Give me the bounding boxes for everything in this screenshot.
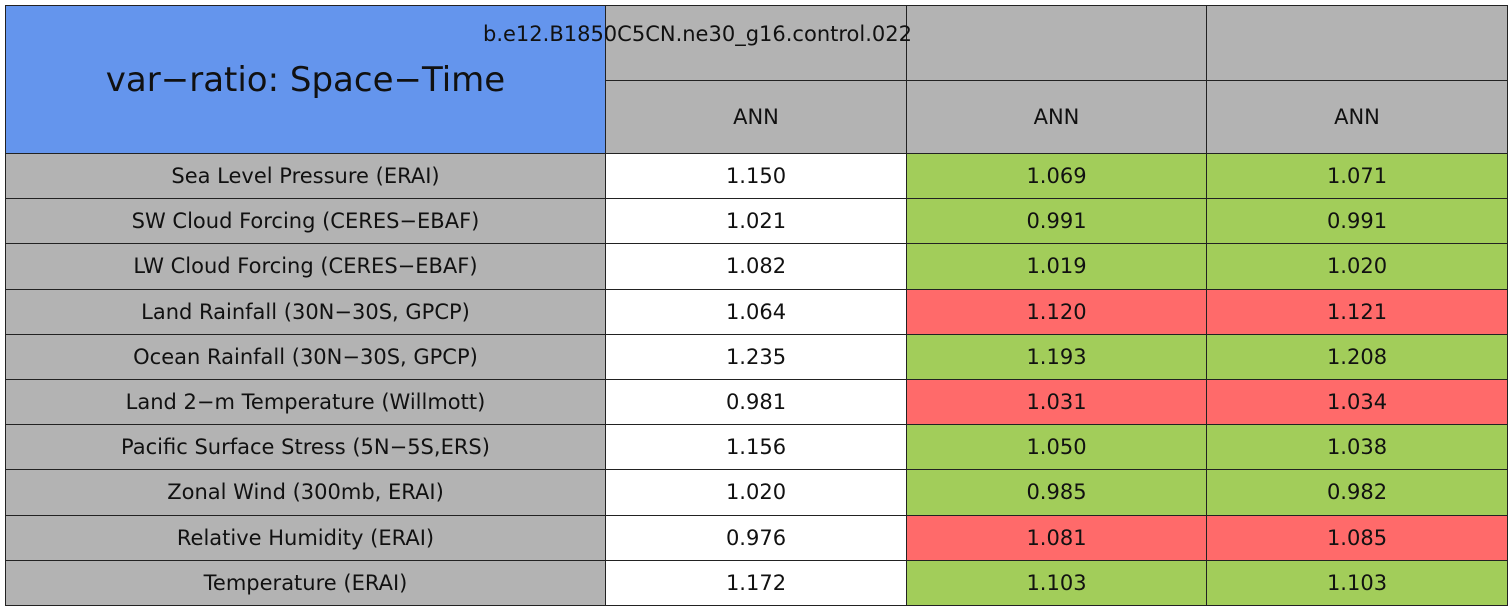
row-label: Zonal Wind (300mb, ERAI) [5,469,606,516]
value-cell: 1.103 [1206,559,1508,606]
value-cell: 1.120 [906,288,1207,335]
value-cell: 1.193 [906,333,1207,380]
value-cell: 1.020 [605,469,907,516]
value-cell: 0.982 [1206,469,1508,516]
value-cell: 1.082 [605,243,907,290]
header-cell [906,5,1207,81]
value-cell: 1.121 [1206,288,1508,335]
value-cell: 1.081 [906,514,1207,561]
value-cell: 1.235 [605,333,907,380]
case-header: b.e12.B1850C5CN.ne30_g16.control.022 [483,22,912,46]
value-cell: 1.020 [1206,243,1508,290]
value-cell: 1.031 [906,379,1207,426]
value-cell: 0.991 [1206,198,1508,245]
value-cell: 1.172 [605,559,907,606]
value-cell: 1.021 [605,198,907,245]
value-cell: 1.038 [1206,424,1508,471]
header-cell [1206,5,1508,81]
value-cell: 1.019 [906,243,1207,290]
value-cell: 1.071 [1206,153,1508,200]
value-cell: 1.069 [906,153,1207,200]
row-label: Sea Level Pressure (ERAI) [5,153,606,200]
row-label: Ocean Rainfall (30N−30S, GPCP) [5,333,606,380]
value-cell: 1.150 [605,153,907,200]
row-label: LW Cloud Forcing (CERES−EBAF) [5,243,606,290]
value-cell: 1.034 [1206,379,1508,426]
value-cell: 0.976 [605,514,907,561]
row-label: Pacific Surface Stress (5N−5S,ERS) [5,424,606,471]
row-label: SW Cloud Forcing (CERES−EBAF) [5,198,606,245]
column-header: ANN [906,80,1207,154]
value-cell: 1.103 [906,559,1207,606]
column-header: ANN [605,80,907,154]
row-label: Temperature (ERAI) [5,559,606,606]
table-title: var−ratio: Space−Time [5,5,606,154]
row-label: Land 2−m Temperature (Willmott) [5,379,606,426]
row-label: Land Rainfall (30N−30S, GPCP) [5,288,606,335]
value-cell: 0.991 [906,198,1207,245]
value-cell: 0.981 [605,379,907,426]
column-header: ANN [1206,80,1508,154]
row-label: Relative Humidity (ERAI) [5,514,606,561]
value-cell: 0.985 [906,469,1207,516]
value-cell: 1.050 [906,424,1207,471]
value-cell: 1.208 [1206,333,1508,380]
value-cell: 1.064 [605,288,907,335]
value-cell: 1.156 [605,424,907,471]
value-cell: 1.085 [1206,514,1508,561]
